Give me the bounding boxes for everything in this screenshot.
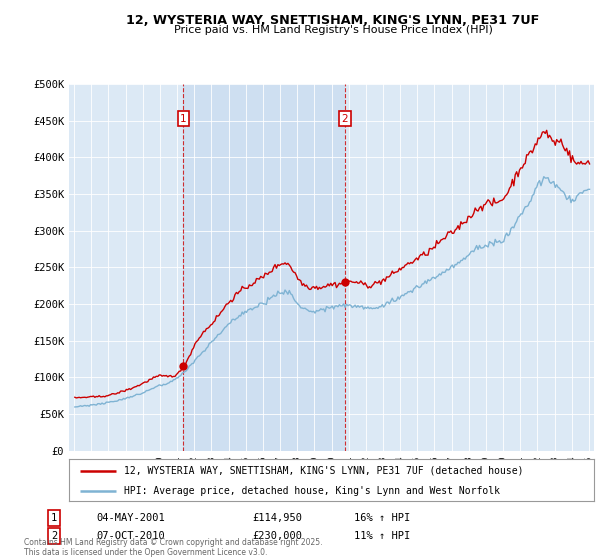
Text: 07-OCT-2010: 07-OCT-2010 [96, 531, 165, 541]
Text: 12, WYSTERIA WAY, SNETTISHAM, KING'S LYNN, PE31 7UF (detached house): 12, WYSTERIA WAY, SNETTISHAM, KING'S LYN… [124, 466, 524, 476]
Text: 04-MAY-2001: 04-MAY-2001 [96, 513, 165, 523]
Text: £230,000: £230,000 [252, 531, 302, 541]
Bar [184, 84, 345, 451]
Text: 1: 1 [180, 114, 187, 124]
Text: HPI: Average price, detached house, King's Lynn and West Norfolk: HPI: Average price, detached house, King… [124, 486, 500, 496]
Text: 16% ↑ HPI: 16% ↑ HPI [354, 513, 410, 523]
Text: 12, WYSTERIA WAY, SNETTISHAM, KING'S LYNN, PE31 7UF: 12, WYSTERIA WAY, SNETTISHAM, KING'S LYN… [127, 14, 539, 27]
Text: Price paid vs. HM Land Registry's House Price Index (HPI): Price paid vs. HM Land Registry's House … [173, 25, 493, 35]
Text: 11% ↑ HPI: 11% ↑ HPI [354, 531, 410, 541]
Text: 2: 2 [341, 114, 348, 124]
Text: Contains HM Land Registry data © Crown copyright and database right 2025.
This d: Contains HM Land Registry data © Crown c… [24, 538, 323, 557]
Text: 2: 2 [51, 531, 57, 541]
Text: £114,950: £114,950 [252, 513, 302, 523]
Text: 1: 1 [51, 513, 57, 523]
